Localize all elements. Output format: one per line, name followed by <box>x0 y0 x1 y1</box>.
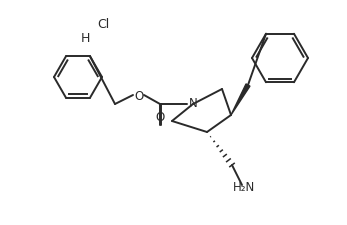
Text: O: O <box>134 89 144 102</box>
Text: N: N <box>189 97 197 110</box>
Text: O: O <box>155 110 164 124</box>
Text: H: H <box>80 31 90 44</box>
Text: Cl: Cl <box>97 17 109 30</box>
Polygon shape <box>231 85 250 115</box>
Text: H₂N: H₂N <box>233 180 255 193</box>
